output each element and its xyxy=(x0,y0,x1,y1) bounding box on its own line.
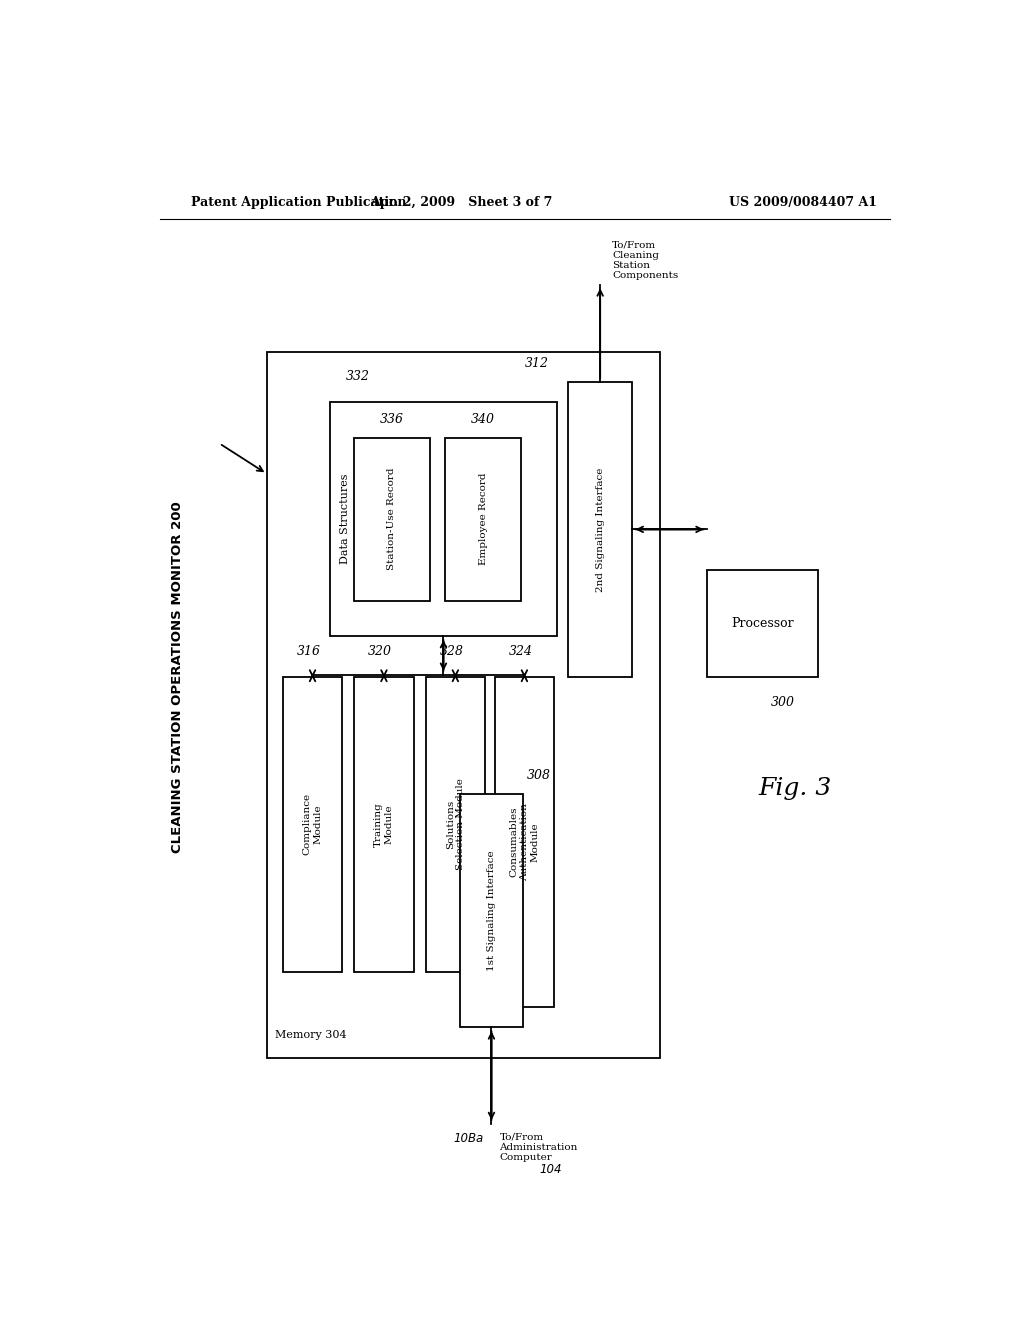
Text: 308: 308 xyxy=(527,768,551,781)
FancyBboxPatch shape xyxy=(495,677,554,1007)
FancyBboxPatch shape xyxy=(460,793,523,1027)
Text: Processor: Processor xyxy=(731,616,795,630)
FancyBboxPatch shape xyxy=(445,438,521,601)
Text: Employee Record: Employee Record xyxy=(478,473,487,565)
Text: Station-Use Record: Station-Use Record xyxy=(387,469,396,570)
Text: Consumables
Authentication
Module: Consumables Authentication Module xyxy=(510,803,540,880)
Text: 104: 104 xyxy=(539,1163,561,1176)
Text: To/From
Cleaning
Station
Components: To/From Cleaning Station Components xyxy=(612,240,678,280)
Text: Data Structures: Data Structures xyxy=(340,474,349,565)
Text: Apr. 2, 2009   Sheet 3 of 7: Apr. 2, 2009 Sheet 3 of 7 xyxy=(370,195,553,209)
Text: CLEANING STATION OPERATIONS MONITOR 200: CLEANING STATION OPERATIONS MONITOR 200 xyxy=(171,500,183,853)
FancyBboxPatch shape xyxy=(708,570,818,677)
Text: 328: 328 xyxy=(439,645,464,659)
FancyBboxPatch shape xyxy=(426,677,485,972)
Text: 324: 324 xyxy=(509,645,532,659)
FancyBboxPatch shape xyxy=(568,381,632,677)
Text: 312: 312 xyxy=(524,358,549,370)
Text: 1st Signaling Interface: 1st Signaling Interface xyxy=(487,850,496,970)
Text: 320: 320 xyxy=(368,645,392,659)
Text: 332: 332 xyxy=(346,371,371,383)
Text: US 2009/0084407 A1: US 2009/0084407 A1 xyxy=(728,195,877,209)
Text: To/From
Administration
Computer: To/From Administration Computer xyxy=(500,1133,578,1162)
Text: 336: 336 xyxy=(380,413,403,426)
Text: 340: 340 xyxy=(471,413,496,426)
Text: 2nd Signaling Interface: 2nd Signaling Interface xyxy=(596,467,605,591)
FancyBboxPatch shape xyxy=(354,438,430,601)
Text: Memory 304: Memory 304 xyxy=(274,1030,346,1040)
Text: Fig. 3: Fig. 3 xyxy=(758,777,831,800)
FancyBboxPatch shape xyxy=(283,677,342,972)
Text: 300: 300 xyxy=(771,696,795,709)
Text: Solutions
Selection Module: Solutions Selection Module xyxy=(445,779,465,870)
Text: 316: 316 xyxy=(297,645,321,659)
Text: 10Ba: 10Ba xyxy=(454,1133,483,1146)
Text: Compliance
Module: Compliance Module xyxy=(303,793,323,855)
Text: Training
Module: Training Module xyxy=(374,801,393,846)
FancyBboxPatch shape xyxy=(354,677,414,972)
Text: Patent Application Publication: Patent Application Publication xyxy=(191,195,407,209)
